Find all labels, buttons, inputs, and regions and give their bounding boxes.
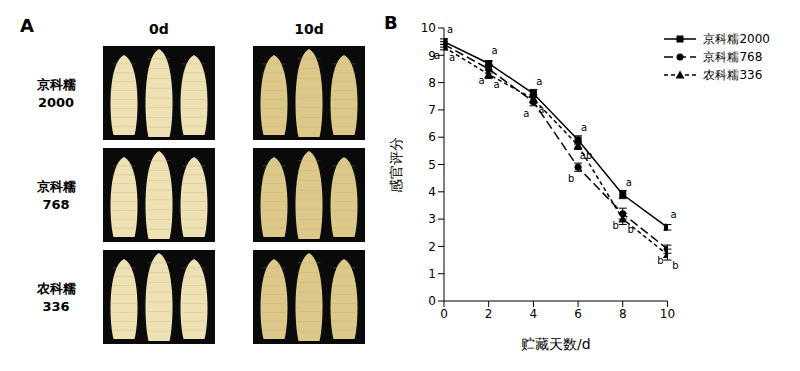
svg-text:a: a bbox=[449, 52, 455, 63]
svg-text:贮藏天数/d: 贮藏天数/d bbox=[521, 336, 591, 352]
svg-text:b: b bbox=[568, 173, 574, 184]
svg-text:3: 3 bbox=[428, 212, 436, 226]
svg-text:10d: 10d bbox=[294, 21, 324, 37]
svg-text:京科糯768: 京科糯768 bbox=[36, 179, 76, 212]
svg-text:b: b bbox=[672, 260, 678, 271]
svg-text:a: a bbox=[523, 108, 529, 119]
svg-text:A: A bbox=[20, 15, 34, 36]
svg-text:b: b bbox=[628, 224, 634, 235]
svg-text:0: 0 bbox=[440, 307, 448, 321]
svg-text:2: 2 bbox=[428, 240, 436, 254]
html-text:京科糯768: 京科糯768 bbox=[703, 49, 763, 64]
svg-text:7: 7 bbox=[428, 103, 436, 117]
svg-text:a: a bbox=[581, 122, 587, 133]
svg-text:4: 4 bbox=[530, 307, 538, 321]
svg-text:0: 0 bbox=[428, 294, 436, 308]
svg-text:a: a bbox=[670, 209, 676, 220]
svg-text:a: a bbox=[626, 177, 632, 188]
svg-text:8: 8 bbox=[428, 76, 436, 90]
svg-text:a: a bbox=[434, 50, 440, 61]
svg-text:b: b bbox=[613, 220, 619, 231]
svg-text:农科糯336: 农科糯336 bbox=[36, 281, 76, 314]
svg-text:10: 10 bbox=[421, 21, 436, 35]
svg-text:a: a bbox=[492, 45, 498, 56]
svg-text:9: 9 bbox=[428, 48, 436, 63]
svg-text:10: 10 bbox=[660, 307, 675, 321]
svg-text:a: a bbox=[536, 76, 542, 87]
svg-text:6: 6 bbox=[428, 130, 436, 144]
svg-text:2: 2 bbox=[485, 307, 493, 321]
svg-text:1: 1 bbox=[428, 267, 436, 281]
svg-text:京科糯2000: 京科糯2000 bbox=[36, 77, 76, 110]
svg-text:6: 6 bbox=[574, 307, 582, 321]
svg-text:8: 8 bbox=[619, 307, 627, 321]
svg-text:5: 5 bbox=[428, 158, 436, 172]
svg-text:b: b bbox=[657, 255, 663, 266]
svg-text:0d: 0d bbox=[149, 21, 169, 37]
html-text:京科糯2000: 京科糯2000 bbox=[703, 31, 770, 46]
svg-text:a: a bbox=[479, 75, 485, 86]
svg-text:感官评分: 感官评分 bbox=[388, 137, 404, 193]
svg-text:a: a bbox=[538, 104, 544, 115]
svg-text:4: 4 bbox=[428, 185, 436, 199]
html-text:B: B bbox=[384, 12, 398, 33]
svg-text:a: a bbox=[494, 79, 500, 90]
html-text:农科糯336: 农科糯336 bbox=[703, 67, 763, 82]
svg-text:ab: ab bbox=[580, 150, 592, 161]
svg-text:a: a bbox=[447, 24, 453, 35]
